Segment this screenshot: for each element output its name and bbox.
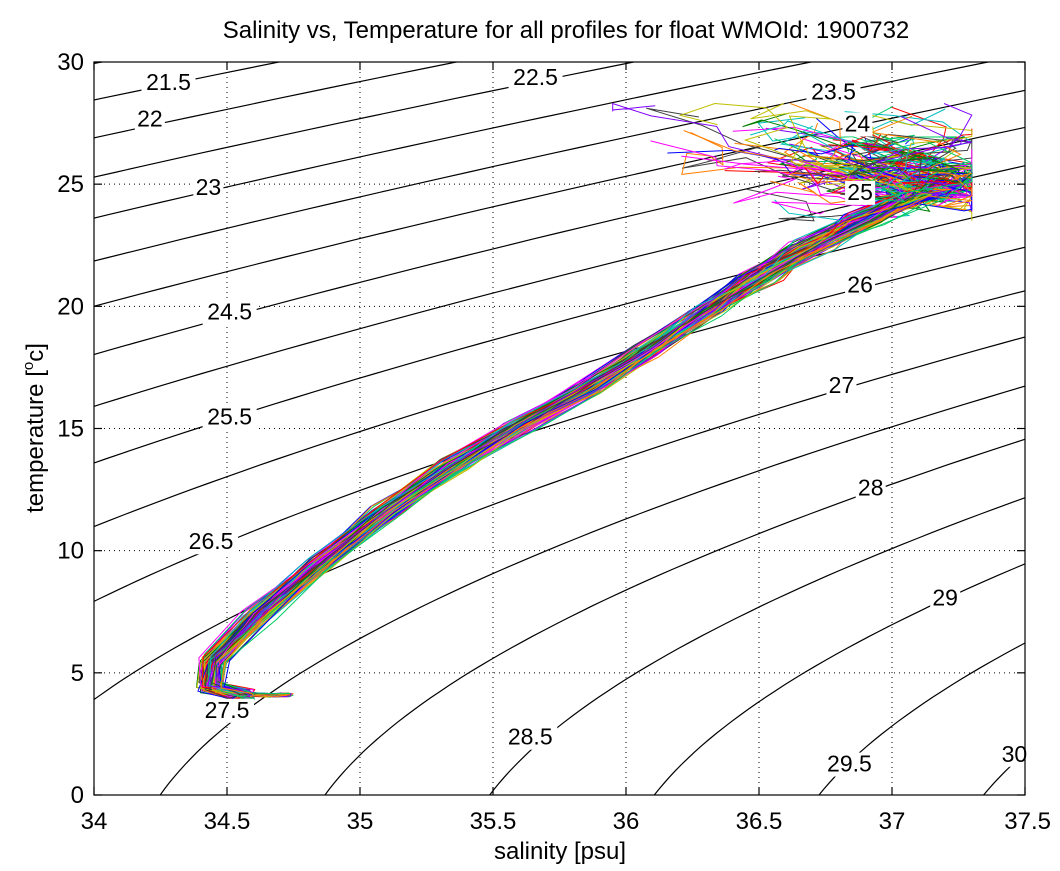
contour-label-background — [184, 530, 239, 555]
x-tick-label: 37.5 — [1004, 808, 1051, 835]
x-tick-labels: 34 34.5 35 35.5 36 36.5 37 37.5 — [81, 808, 1051, 835]
density-contour-labels: 21.5 22 22.5 23 23.5 24 24.5 25 25.5 26 26.5 27 27.5… — [134, 64, 1030, 777]
isopycnal-line — [94, 62, 814, 219]
float-profiles — [195, 102, 974, 702]
contour-label: 26.5 — [189, 528, 234, 554]
contour-label-background — [826, 373, 857, 398]
profile-line — [206, 140, 905, 697]
isopycnal-line — [94, 89, 1025, 307]
contour-label-background — [202, 300, 257, 325]
profile-line — [211, 150, 922, 696]
contour-label: 27 — [829, 372, 855, 398]
y-tick-label: 25 — [57, 171, 84, 198]
contour-label-background — [845, 273, 876, 298]
isopycnal-line — [653, 563, 1025, 795]
isopycnal-line — [94, 62, 992, 262]
contour-label: 21.5 — [146, 69, 191, 95]
contour-label-background — [193, 175, 224, 200]
y-axis-label-superscript: o — [20, 362, 37, 370]
chart-title: Salinity vs, Temperature for all profile… — [223, 17, 910, 44]
y-axis-label-end: c] — [22, 343, 49, 362]
contour-label: 28.5 — [508, 724, 553, 750]
y-axis-label-main: temperature [ — [22, 370, 49, 513]
x-tick-label: 36.5 — [736, 808, 783, 835]
contour-label: 22 — [137, 106, 163, 132]
contour-label-background — [999, 742, 1030, 767]
contour-label-background — [503, 725, 558, 750]
x-tick-label: 35 — [347, 808, 374, 835]
contour-label-background — [822, 752, 877, 777]
contour-label: 29 — [932, 584, 958, 610]
isopycnal-line — [94, 336, 1025, 701]
contour-label-background — [842, 112, 873, 137]
contour-label-background — [845, 180, 876, 205]
contour-label: 29.5 — [827, 751, 872, 777]
contour-label: 28 — [858, 474, 884, 500]
contour-label: 22.5 — [513, 64, 558, 90]
isopycnal-line — [488, 497, 1025, 795]
profile-line — [220, 172, 973, 698]
axis-ticks — [93, 61, 1026, 796]
profile-line — [220, 149, 973, 700]
y-tick-label: 0 — [71, 782, 84, 809]
y-tick-labels: 0 5 10 15 20 25 30 — [57, 49, 84, 809]
x-tick-label: 34.5 — [204, 808, 251, 835]
contour-label: 25.5 — [207, 404, 252, 430]
x-tick-label: 37 — [879, 808, 906, 835]
isopycnal-line — [818, 642, 1025, 795]
y-tick-label: 5 — [71, 660, 84, 687]
isopycnal-line — [94, 290, 1025, 603]
isopycnal-line — [94, 246, 1025, 528]
contour-label-background — [855, 476, 886, 501]
x-tick-label: 35.5 — [470, 808, 517, 835]
contour-label-background — [202, 405, 257, 430]
isopycnal-line — [159, 385, 1025, 795]
y-tick-label: 15 — [57, 416, 84, 443]
contour-label: 23 — [196, 174, 222, 200]
x-axis-label: salinity [psu] — [494, 838, 626, 865]
contour-label: 25 — [847, 179, 873, 205]
contour-label: 24 — [845, 110, 871, 136]
contour-label: 23.5 — [811, 79, 856, 105]
x-tick-label: 36 — [613, 808, 640, 835]
contour-label-background — [508, 65, 563, 90]
contour-label: 30 — [1002, 741, 1028, 767]
y-tick-label: 30 — [57, 49, 84, 76]
contour-label-background — [141, 70, 196, 95]
isopycnal-line — [94, 126, 1025, 356]
profile-line — [208, 120, 910, 697]
y-axis-label: temperature [oc] — [20, 343, 49, 513]
y-tick-label: 10 — [57, 538, 84, 565]
contour-label-background — [806, 80, 861, 105]
isopycnal-line — [94, 62, 637, 178]
contour-label: 27.5 — [205, 697, 250, 723]
profile-line — [207, 115, 974, 698]
contour-label-background — [134, 107, 165, 132]
y-tick-label: 20 — [57, 293, 84, 320]
x-tick-label: 34 — [81, 808, 108, 835]
contour-label-background — [200, 698, 254, 723]
contour-label-background — [930, 586, 961, 611]
contour-label: 26 — [847, 272, 873, 298]
contour-label: 24.5 — [207, 299, 252, 325]
isopycnal-line — [324, 438, 1025, 795]
